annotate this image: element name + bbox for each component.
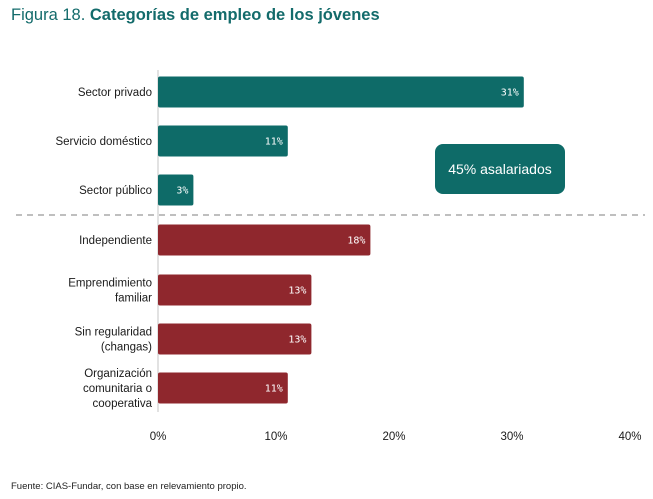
value-label-6: 11% — [265, 384, 283, 395]
x-tick-label-3: 30% — [500, 431, 523, 443]
category-label-6-line-2: cooperativa — [93, 398, 153, 410]
figure-number: Figura 18. — [11, 6, 86, 24]
category-label-3: Independiente — [79, 235, 152, 247]
category-label-1: Servicio doméstico — [55, 136, 152, 148]
bar-3 — [158, 224, 371, 256]
x-tick-label-4: 40% — [618, 431, 641, 443]
bar-chart: 31% Sector privado 11% Servicio doméstico 3%… — [16, 70, 645, 443]
value-label-3: 18% — [347, 236, 365, 247]
bar-0 — [158, 76, 524, 108]
category-label-4-line-1: familiar — [115, 293, 152, 305]
bar-6 — [158, 372, 288, 404]
bar-1 — [158, 125, 288, 157]
value-label-5: 13% — [288, 335, 306, 346]
value-label-2: 3% — [176, 186, 188, 197]
x-tick-label-1: 10% — [264, 431, 287, 443]
category-label-6-line-1: comunitaria o — [83, 383, 152, 395]
category-label-0: Sector privado — [78, 87, 152, 99]
category-label-6-line-0: Organización — [84, 368, 152, 380]
bar-5 — [158, 323, 312, 355]
category-label-5-line-1: (changas) — [101, 342, 152, 354]
value-label-0: 31% — [501, 88, 519, 99]
x-tick-label-2: 20% — [382, 431, 405, 443]
figure-title-text: Categorías de empleo de los jóvenes — [89, 6, 380, 24]
bar-4 — [158, 274, 312, 306]
category-label-4-line-0: Emprendimiento — [68, 278, 152, 290]
x-tick-label-0: 0% — [150, 431, 167, 443]
category-label-2: Sector público — [79, 185, 152, 197]
annotation-box — [435, 144, 565, 194]
value-label-1: 11% — [265, 137, 283, 148]
category-label-5-line-0: Sin regularidad — [75, 327, 152, 339]
source-note: Fuente: CIAS-Fundar, con base en relevam… — [11, 481, 247, 492]
figure-title: Figura 18. Categorías de empleo de los j… — [11, 6, 380, 25]
annotation-text: 45% asalariados — [448, 161, 552, 177]
bar-2 — [158, 174, 194, 206]
value-label-4: 13% — [288, 286, 306, 297]
